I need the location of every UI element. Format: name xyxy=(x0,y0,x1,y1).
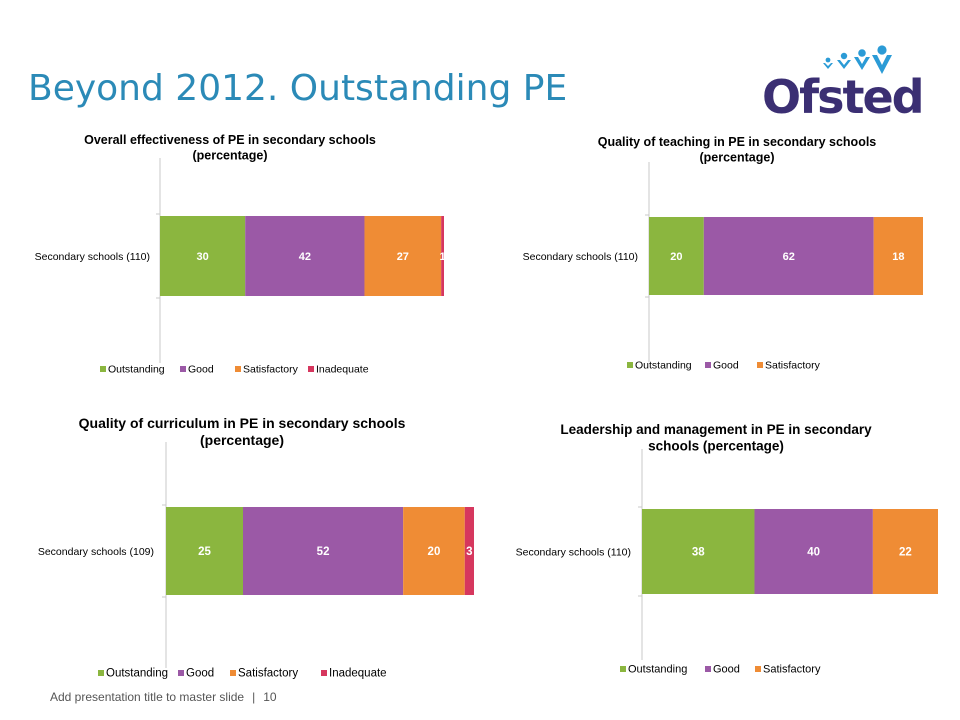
data-label: 25 xyxy=(198,546,211,558)
chart-title: Overall effectiveness of PE in secondary… xyxy=(84,133,376,163)
footer-separator: | xyxy=(252,690,256,704)
legend-label: Good xyxy=(713,664,740,676)
logo-figures-icon xyxy=(823,45,892,74)
ofsted-logo: Ofsted xyxy=(762,44,925,124)
bar-segment-good xyxy=(245,216,365,296)
data-label: 40 xyxy=(807,547,820,559)
bar-segment-good xyxy=(754,509,873,594)
data-label: 52 xyxy=(317,546,330,558)
legend-swatch xyxy=(705,362,711,368)
bar-segment-inadequate xyxy=(441,216,444,296)
bar-segment-satisfactory xyxy=(872,509,938,594)
legend-label: Satisfactory xyxy=(238,668,298,680)
legend-label: Good xyxy=(188,364,214,376)
data-label: 20 xyxy=(670,251,682,263)
footer-text: Add presentation title to master slide xyxy=(50,690,245,704)
data-label: 18 xyxy=(892,251,904,263)
legend-swatch xyxy=(308,366,314,372)
legend-label: Outstanding xyxy=(108,364,165,376)
legend-swatch xyxy=(620,666,626,672)
slide-title: Beyond 2012. Outstanding PE xyxy=(28,68,568,109)
legend-swatch xyxy=(627,362,633,368)
legend-label: Inadequate xyxy=(316,364,369,376)
legend-swatch xyxy=(180,366,186,372)
page-number: 10 xyxy=(263,690,277,704)
legend-swatch xyxy=(178,670,184,676)
bar-segment-satisfactory xyxy=(364,216,442,296)
legend-label: Satisfactory xyxy=(765,360,821,372)
legend-label: Satisfactory xyxy=(243,364,299,376)
legend-swatch xyxy=(98,670,104,676)
legend-swatch xyxy=(321,670,327,676)
bar-segment-outstanding xyxy=(166,507,243,595)
legend-label: Satisfactory xyxy=(763,664,821,676)
legend-label: Outstanding xyxy=(106,668,168,680)
data-label: 27 xyxy=(397,251,409,263)
data-label: 20 xyxy=(428,546,441,558)
category-label: Secondary schools (109) xyxy=(38,546,154,558)
legend-swatch xyxy=(100,366,106,372)
chart-leadership-management: Leadership and management in PE in secon… xyxy=(500,415,945,680)
footer: Add presentation title to master slide | 1… xyxy=(50,690,277,704)
chart-quality-curriculum: Quality of curriculum in PE in secondary… xyxy=(18,410,488,685)
data-label: 3 xyxy=(466,546,472,558)
chart-svg: Overall effectiveness of PE in secondary… xyxy=(35,133,446,376)
chart-svg: Leadership and management in PE in secon… xyxy=(516,422,938,676)
chart-overall-effectiveness: Overall effectiveness of PE in secondary… xyxy=(20,128,460,378)
data-label: 1 xyxy=(440,251,446,263)
logo-word: Ofsted xyxy=(762,70,925,124)
bar-segment-satisfactory xyxy=(403,507,465,595)
legend-label: Outstanding xyxy=(628,664,687,676)
legend-label: Good xyxy=(186,668,214,680)
bar-segment-good xyxy=(703,217,874,295)
chart-quality-teaching: Quality of teaching in PE in secondary s… xyxy=(512,130,932,375)
data-label: 62 xyxy=(783,251,795,263)
data-label: 38 xyxy=(692,547,705,559)
bar-segment-outstanding xyxy=(642,509,755,594)
bar-segment-outstanding xyxy=(649,217,704,295)
data-label: 22 xyxy=(899,547,912,559)
chart-title: Quality of curriculum in PE in secondary… xyxy=(79,415,406,448)
legend-swatch xyxy=(757,362,763,368)
chart-title: Quality of teaching in PE in secondary s… xyxy=(598,135,877,165)
bar-segment-outstanding xyxy=(160,216,246,296)
legend-swatch xyxy=(705,666,711,672)
legend-label: Outstanding xyxy=(635,360,692,372)
chart-title: Leadership and management in PE in secon… xyxy=(560,422,872,454)
legend-label: Good xyxy=(713,360,739,372)
category-label: Secondary schools (110) xyxy=(35,251,150,263)
data-label: 30 xyxy=(196,251,208,263)
legend-swatch xyxy=(755,666,761,672)
bar-segment-satisfactory xyxy=(873,217,923,295)
bar-segment-inadequate xyxy=(464,507,474,595)
chart-svg: Quality of curriculum in PE in secondary… xyxy=(38,415,474,680)
chart-svg: Quality of teaching in PE in secondary s… xyxy=(523,135,923,372)
bar-segment-good xyxy=(243,507,404,595)
legend-swatch xyxy=(235,366,241,372)
data-label: 42 xyxy=(299,251,311,263)
legend-label: Inadequate xyxy=(329,668,387,680)
legend-swatch xyxy=(230,670,236,676)
category-label: Secondary schools (110) xyxy=(523,251,638,263)
category-label: Secondary schools (110) xyxy=(516,547,631,559)
